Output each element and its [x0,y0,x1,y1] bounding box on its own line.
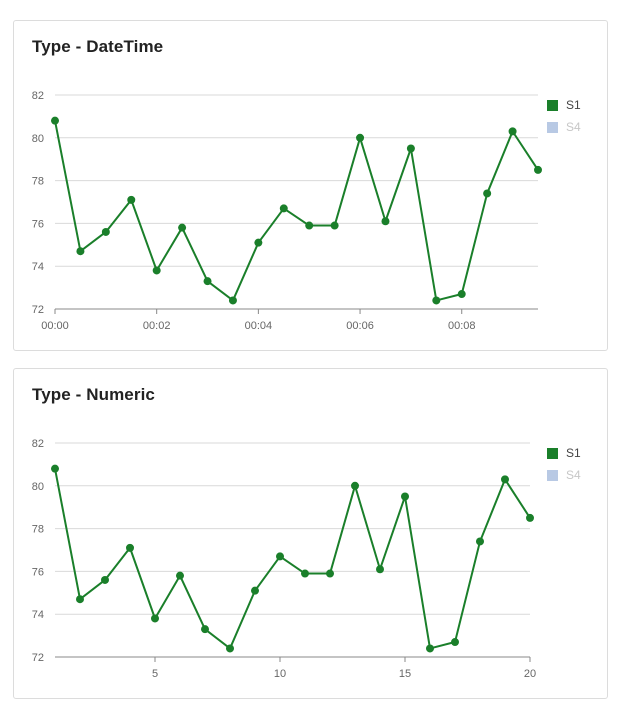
data-point [508,127,517,136]
data-point [457,290,466,299]
x-tick-label: 00:08 [448,320,476,332]
data-point [301,569,309,578]
legend-label: S1 [566,98,581,112]
data-point [101,575,109,584]
data-point [127,195,136,204]
y-tick-label: 82 [32,438,44,450]
legend-label: S4 [566,120,581,134]
data-point [178,223,187,232]
data-point [76,247,85,256]
legend-swatch [547,99,558,111]
y-tick-label: 74 [32,261,44,273]
data-point [152,266,161,275]
data-point [176,571,184,580]
chart-title: Type - Numeric [32,385,155,404]
data-point [534,165,542,174]
data-point [305,221,314,230]
data-point [201,625,209,634]
data-point [251,586,259,595]
chart-legend: S1 S4 [547,442,581,486]
y-tick-label: 76 [32,218,44,230]
x-tick-label: 00:00 [41,320,69,332]
data-point [330,221,339,230]
legend-item-s1[interactable]: S1 [547,94,581,116]
y-tick-label: 78 [32,524,44,536]
data-point [228,296,237,305]
y-tick-label: 82 [32,90,44,102]
data-point [426,644,434,653]
data-point [381,217,390,226]
legend-item-s4[interactable]: S4 [547,116,581,138]
legend-item-s1[interactable]: S1 [547,442,581,464]
data-point [279,204,288,213]
x-tick-label: 00:06 [346,320,374,332]
data-point [501,475,509,484]
data-point [126,543,134,552]
series-line-s1 [54,468,531,650]
legend-label: S1 [566,446,581,460]
y-tick-label: 72 [32,652,44,664]
chart-card-datetime: Type - DateTime 72 74 76 78 80 82 00:00 00:02 00… [13,20,608,351]
x-tick-label: 00:02 [143,320,171,332]
data-point [51,116,59,125]
data-point [276,552,284,561]
x-tick-label: 15 [399,668,411,680]
data-point [151,614,159,623]
data-point [451,638,459,647]
line-chart-numeric: 72 74 76 78 80 82 5 10 15 20 [32,438,536,680]
data-point [432,296,441,305]
y-tick-label: 74 [32,609,44,621]
data-point [76,595,84,604]
x-tick-label: 20 [524,668,536,680]
chart-legend: S1 S4 [547,94,581,138]
data-point [526,513,534,522]
y-tick-label: 80 [32,133,44,145]
data-point [401,492,409,501]
data-point [226,644,234,653]
x-tick-label: 10 [274,668,286,680]
chart-title: Type - DateTime [32,37,164,56]
series-line-s1 [54,120,539,302]
y-tick-label: 80 [32,481,44,493]
data-point [476,537,484,546]
x-tick-label: 00:04 [245,320,273,332]
legend-item-s4[interactable]: S4 [547,464,581,486]
data-point [51,464,59,473]
y-tick-label: 76 [32,566,44,578]
data-point [351,481,359,490]
data-point [376,565,384,574]
data-point [406,144,415,153]
x-tick-label: 5 [152,668,158,680]
legend-swatch [547,121,558,133]
legend-label: S4 [566,468,581,482]
line-chart-datetime: 72 74 76 78 80 82 00:00 00:02 00:04 00:06 00:08 [32,90,542,332]
data-point [254,238,263,247]
data-point [483,189,492,198]
data-point [356,133,365,142]
chart-card-numeric: Type - Numeric 72 74 76 78 80 82 5 10 15 20 S1 S4 [13,368,608,699]
data-point [326,569,334,578]
data-point [101,227,110,236]
legend-swatch [547,447,558,459]
y-tick-label: 72 [32,304,44,316]
legend-swatch [547,469,558,481]
data-point [203,277,212,286]
y-tick-label: 78 [32,176,44,188]
